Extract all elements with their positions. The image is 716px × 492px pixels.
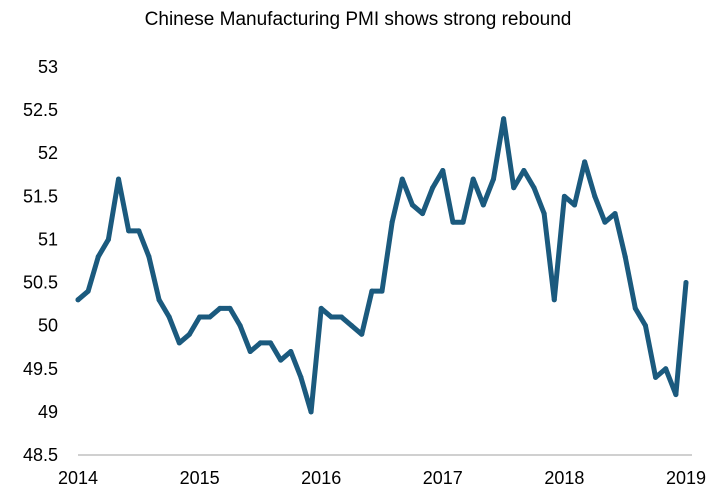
y-tick-label: 50 [38, 316, 58, 336]
data-point [410, 202, 415, 207]
y-tick-label: 49.5 [23, 359, 58, 379]
x-tick-label: 2016 [301, 468, 341, 488]
data-point [684, 280, 689, 285]
data-point [653, 375, 658, 380]
data-point [430, 185, 435, 190]
data-point [471, 177, 476, 182]
data-point [288, 349, 293, 354]
x-tick-label: 2018 [544, 468, 584, 488]
data-point [248, 349, 253, 354]
data-point [167, 315, 172, 320]
data-point [532, 185, 537, 190]
data-point [420, 211, 425, 216]
y-tick-label: 49 [38, 402, 58, 422]
data-point [258, 340, 263, 345]
data-point [106, 237, 111, 242]
data-point [359, 332, 364, 337]
data-point [329, 315, 334, 320]
data-point [369, 289, 374, 294]
series-layer [76, 116, 689, 414]
data-point [146, 254, 151, 259]
data-point [157, 297, 162, 302]
data-point [623, 254, 628, 259]
data-point [663, 366, 668, 371]
data-point [501, 116, 506, 121]
data-point [228, 306, 233, 311]
data-point [298, 375, 303, 380]
data-point [582, 159, 587, 164]
data-point [673, 392, 678, 397]
data-point [521, 168, 526, 173]
data-point [126, 228, 131, 233]
data-point [633, 306, 638, 311]
y-tick-label: 53 [38, 57, 58, 77]
data-point [602, 220, 607, 225]
data-point [96, 254, 101, 259]
data-point [319, 306, 324, 311]
data-point [116, 177, 121, 182]
data-point [76, 297, 81, 302]
y-tick-label: 52 [38, 143, 58, 163]
data-point [187, 332, 192, 337]
data-point [562, 194, 567, 199]
data-point [207, 315, 212, 320]
data-point [86, 289, 91, 294]
series-line [78, 119, 686, 412]
data-point [380, 289, 385, 294]
data-point [542, 211, 547, 216]
data-point [197, 315, 202, 320]
data-point [268, 340, 273, 345]
x-axis-tick-labels: 2014 2015 2016 2017 2018 2019 [58, 468, 706, 488]
data-point [592, 194, 597, 199]
data-point [339, 315, 344, 320]
data-point [349, 323, 354, 328]
y-axis-tick-labels: 48.5 49 49.5 50 50.5 51 51.5 52 52.5 53 [23, 57, 58, 465]
data-point [309, 409, 314, 414]
data-point [238, 323, 243, 328]
data-point [440, 168, 445, 173]
x-tick-label: 2019 [666, 468, 706, 488]
data-point [136, 228, 141, 233]
data-point [491, 177, 496, 182]
x-tick-label: 2017 [423, 468, 463, 488]
data-point [217, 306, 222, 311]
data-point [400, 177, 405, 182]
data-point [572, 202, 577, 207]
data-point [450, 220, 455, 225]
y-tick-label: 51 [38, 229, 58, 249]
y-tick-label: 52.5 [23, 100, 58, 120]
data-point [643, 323, 648, 328]
data-point [552, 297, 557, 302]
y-tick-label: 51.5 [23, 186, 58, 206]
data-point [177, 340, 182, 345]
data-point [461, 220, 466, 225]
data-point [278, 358, 283, 363]
y-tick-label: 48.5 [23, 445, 58, 465]
x-tick-label: 2014 [58, 468, 98, 488]
x-tick-label: 2015 [180, 468, 220, 488]
data-point [511, 185, 516, 190]
y-tick-label: 50.5 [23, 273, 58, 293]
data-point [390, 220, 395, 225]
data-point [481, 202, 486, 207]
data-point [613, 211, 618, 216]
